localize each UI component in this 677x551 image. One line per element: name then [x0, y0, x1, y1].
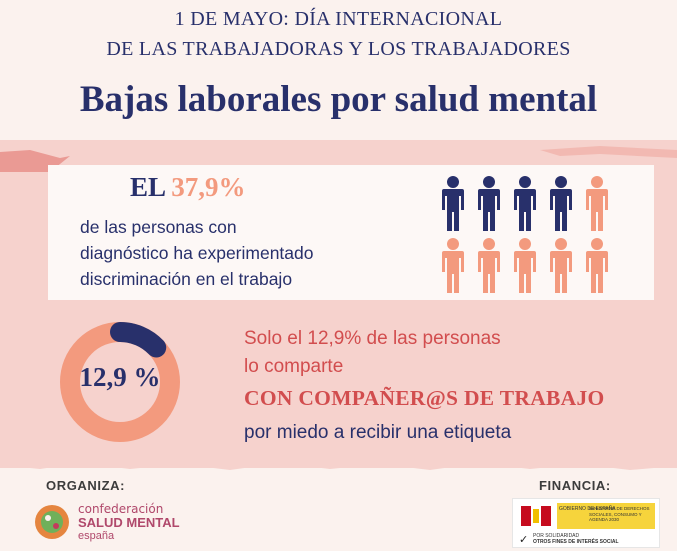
financia-label: FINANCIA: [539, 478, 611, 493]
gov-fines: OTROS FINES DE INTERÉS SOCIAL [533, 539, 619, 545]
stat1-desc-line1: de las personas con [80, 217, 237, 237]
org-name-line1: confederación [78, 502, 164, 516]
stat1-desc-line3: discriminación en el trabajo [80, 269, 293, 289]
donut-chart [60, 322, 180, 442]
organiza-label: ORGANIZA: [46, 478, 126, 493]
person-icon [514, 176, 536, 231]
org-name-line3: españa [78, 530, 115, 542]
event-subtitle-line2: DE LAS TRABAJADORAS Y LOS TRABAJADORES [106, 38, 571, 60]
page-title: Bajas laborales por salud mental [79, 79, 598, 120]
stat1-desc-line2: diagnóstico ha experimentado [80, 243, 314, 263]
org-name-line2: SALUD MENTAL [78, 515, 180, 530]
donut-label: 12,9 % [79, 362, 161, 392]
header-background [0, 0, 677, 140]
torn-edge-top [0, 140, 677, 172]
donut-value-arc [110, 322, 167, 358]
stat2-highlight: CON COMPAÑER@S DE TRABAJO [244, 386, 605, 410]
stat1-value: 37,9% [171, 172, 246, 202]
stat2-line4: por miedo a recibir una etiqueta [244, 422, 512, 443]
ministry-name: MINISTERIO DE DERECHOS SOCIALES, CONSUMO… [589, 506, 650, 522]
stat2-line1: Solo el 12,9% de las personas [244, 328, 501, 349]
stat1-card [48, 165, 654, 300]
gov-solidaridad: POR SOLIDARIDAD [533, 533, 580, 539]
ministry-banner [557, 503, 655, 529]
torn-edge-bottom [0, 450, 677, 470]
check-icon: ✓ [519, 534, 529, 546]
event-subtitle-line1: 1 DE MAYO: DÍA INTERNACIONAL [174, 8, 503, 30]
person-icon [478, 238, 500, 293]
person-icon [550, 238, 572, 293]
person-icon [442, 238, 464, 293]
stat2-line2: lo comparte [244, 356, 344, 377]
gobierno-logo: GOBIERNO DE ESPAÑA MINISTERIO DE DERECHO… [512, 498, 660, 548]
stat1-description: de las personas con diagnóstico ha exper… [80, 214, 400, 292]
person-icon [586, 176, 608, 231]
people-pictogram [442, 176, 608, 293]
gov-name: GOBIERNO DE ESPAÑA [559, 506, 616, 512]
spain-coat-of-arms-icon [517, 503, 553, 529]
stat1-headline: EL 37,9% [130, 172, 246, 203]
person-icon [442, 176, 464, 231]
stat1-prefix: EL [130, 172, 165, 202]
person-icon [550, 176, 572, 231]
person-icon [514, 238, 536, 293]
confederacion-logo-icon [35, 505, 69, 539]
person-icon [586, 238, 608, 293]
person-icon [478, 176, 500, 231]
